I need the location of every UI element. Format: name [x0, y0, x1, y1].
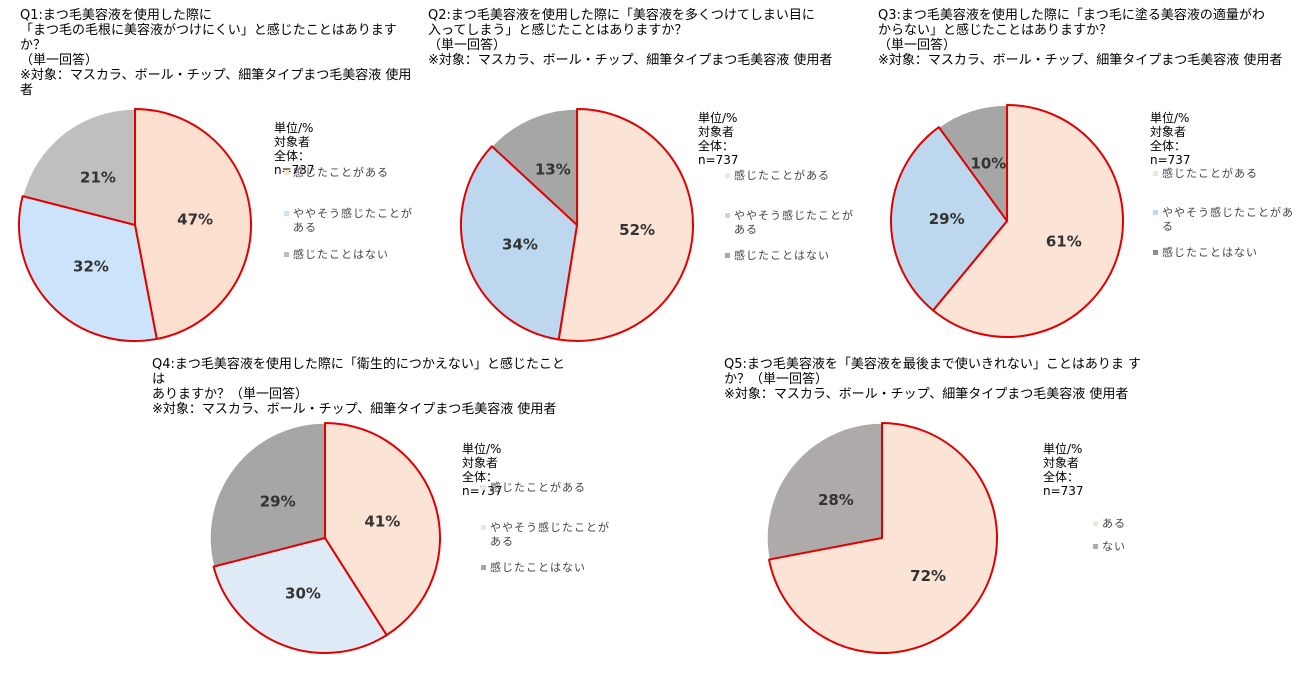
legend-label: ややそう感じたことがある — [293, 207, 413, 234]
chart-title: Q5:まつ毛美容液を「美容液を最後まで使いきれない」ことはありま す か？（単一… — [724, 357, 1142, 402]
legend-item: 感じたことはない — [1153, 246, 1303, 260]
legend-swatch — [284, 170, 289, 175]
chart-title: Q2:まつ毛美容液を使用した際に「美容液を多くつけてしまい目に 入ってしまう」と… — [428, 8, 833, 68]
data-label: 29% — [929, 210, 965, 228]
pie-slice — [460, 145, 578, 341]
legend-item: 感じたことがある — [481, 481, 631, 495]
legend-label: ややそう感じたことがある — [734, 209, 854, 236]
legend-label: 感じたことがある — [293, 166, 389, 179]
pie-slice — [491, 108, 578, 226]
data-label: 61% — [1046, 232, 1082, 250]
pie-slice — [212, 537, 388, 654]
data-label: 21% — [80, 168, 116, 186]
data-label: 72% — [910, 567, 946, 585]
legend-swatch — [725, 173, 730, 178]
pie-slice — [134, 108, 253, 340]
data-label: 30% — [285, 585, 321, 603]
unit-note: 単位/% 対象者全体：n=737 — [698, 111, 739, 167]
legend-swatch — [1093, 544, 1098, 549]
pie-slice — [18, 195, 158, 342]
data-label: 10% — [970, 155, 1006, 173]
legend-label: 感じたことがある — [734, 169, 830, 182]
legend-label: 感じたことはない — [293, 248, 389, 261]
legend-label: 感じたことはない — [490, 561, 586, 574]
data-label: 29% — [260, 492, 296, 510]
pie-chart-q3: 61% 29% 10% — [890, 104, 1124, 338]
legend-swatch — [1153, 171, 1158, 176]
legend-item: ややそう感じたことがある — [481, 521, 621, 549]
chart-title: Q4:まつ毛美容液を使用した際に「衛生的につかえない」と感じたことは ありますか… — [152, 357, 565, 417]
legend-label: 感じたことはない — [1162, 246, 1258, 259]
legend-swatch — [1153, 210, 1158, 215]
chart-title: Q3:まつ毛美容液を使用した際に「まつ毛に塗る美容液の適量がわ からない」と感じ… — [878, 8, 1283, 68]
pie-chart-q2: 52% 34% 13% — [460, 108, 694, 342]
data-label: 34% — [502, 236, 538, 254]
pie-slice — [938, 104, 1008, 222]
legend-swatch — [725, 253, 730, 258]
legend-item: 感じたことはない — [725, 249, 875, 263]
chart-title: Q1:まつ毛美容液を使用した際に 「まつ毛の毛根に美容液がつけにくい」と感じたこ… — [20, 8, 412, 98]
legend-item: 感じたことがある — [1153, 167, 1303, 181]
legend-swatch — [284, 211, 289, 216]
legend-label: 感じたことはない — [734, 249, 830, 262]
data-label: 47% — [177, 210, 213, 228]
pie-slice — [21, 108, 136, 226]
data-label: 28% — [818, 491, 854, 509]
pie-chart-q4: 41% 30% 29% — [209, 422, 441, 654]
legend-swatch — [481, 525, 486, 530]
legend-label: ややそう感じたことがある — [490, 521, 610, 548]
legend-item: 感じたことはない — [284, 248, 434, 262]
legend-item: ややそう感じたことがある — [725, 209, 865, 237]
legend-item: 感じたことがある — [725, 169, 875, 183]
legend-item: ある — [1093, 517, 1243, 531]
legend-item: ややそう感じたことがある — [284, 207, 424, 235]
pie-slice — [768, 422, 998, 654]
pie-chart-q1: 47% 32% 21% — [18, 108, 253, 342]
pie-slice — [766, 422, 883, 561]
legend-swatch — [1153, 250, 1158, 255]
data-label: 52% — [619, 221, 655, 239]
legend-label: 感じたことがある — [1162, 167, 1258, 180]
unit-note: 単位/% 対象者全体：n=737 — [1150, 111, 1191, 167]
data-label: 13% — [535, 161, 571, 179]
pie-slice — [932, 104, 1124, 338]
pie-slice — [209, 422, 326, 568]
data-label: 32% — [73, 257, 109, 275]
legend-item: ややそう感じたことがある — [1153, 206, 1298, 234]
legend-swatch — [481, 565, 486, 570]
legend-label: 感じたことがある — [490, 481, 586, 494]
legend-label: ややそう感じたことがある — [1162, 206, 1294, 233]
legend-item: ない — [1093, 540, 1243, 554]
legend-swatch — [725, 213, 730, 218]
legend-label: ある — [1102, 517, 1126, 530]
pie-slice — [890, 126, 1008, 312]
legend-swatch — [481, 485, 486, 490]
legend-item: 感じたことがある — [284, 166, 434, 180]
legend-item: 感じたことはない — [481, 561, 631, 575]
data-label: 41% — [364, 512, 400, 530]
unit-note: 単位/% 対象者全体：n=737 — [1043, 442, 1084, 498]
legend-label: ない — [1102, 540, 1126, 553]
pie-slice — [557, 108, 694, 342]
legend-swatch — [1093, 521, 1098, 526]
pie-chart-q5: 72% 28% — [766, 422, 998, 654]
legend-swatch — [284, 252, 289, 257]
unit-note: 単位/% 対象者全体：n=737 — [462, 442, 503, 498]
